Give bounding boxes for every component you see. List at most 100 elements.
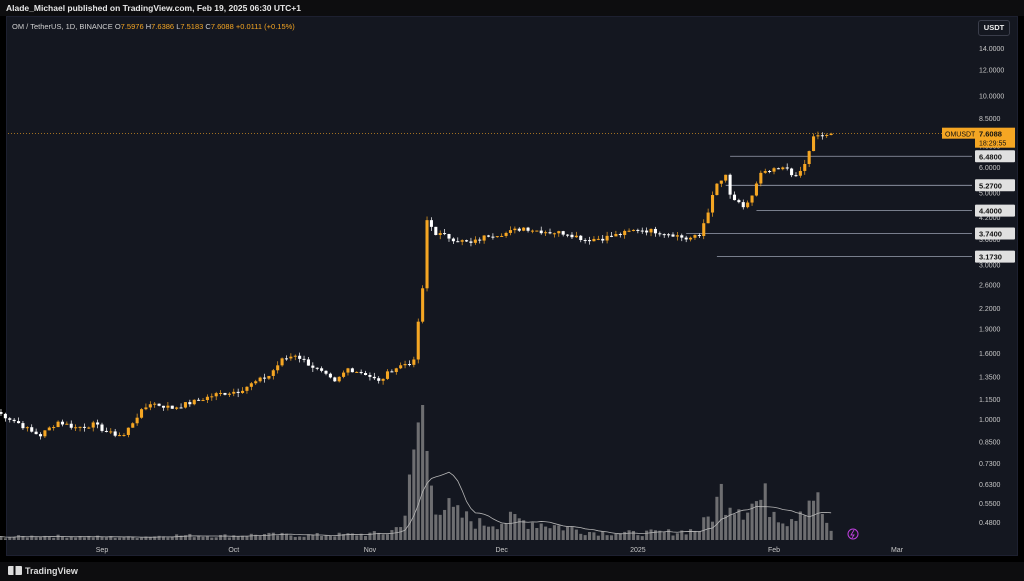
volume-bar bbox=[614, 533, 618, 540]
candle-body bbox=[500, 235, 504, 237]
volume-ma-line bbox=[0, 471, 832, 538]
volume-bar bbox=[482, 525, 486, 540]
candle-body bbox=[504, 232, 508, 236]
candle-body bbox=[25, 427, 29, 429]
candle-body bbox=[645, 230, 649, 233]
candle-body bbox=[609, 235, 614, 237]
volume-bar bbox=[355, 535, 359, 540]
y-tick-label: 3.0000 bbox=[979, 262, 1001, 269]
volume-bar bbox=[675, 533, 679, 540]
candle-body bbox=[306, 359, 310, 366]
volume-bar bbox=[38, 537, 43, 540]
volume-bar bbox=[697, 531, 701, 540]
level-tag-text: 3.1730 bbox=[979, 253, 1002, 262]
x-tick-label: Nov bbox=[364, 547, 377, 554]
volume-bar bbox=[363, 535, 368, 540]
volume-bar bbox=[702, 517, 706, 540]
volume-bar bbox=[803, 515, 807, 540]
volume-bar bbox=[232, 535, 236, 540]
candle-body bbox=[539, 230, 543, 234]
volume-bar bbox=[368, 532, 372, 540]
volume-bar bbox=[179, 535, 183, 540]
volume-bar bbox=[579, 533, 583, 540]
volume-bar bbox=[153, 536, 157, 540]
volume-bar bbox=[451, 506, 455, 540]
lightning-bolt-icon bbox=[850, 529, 855, 539]
volume-bar bbox=[627, 530, 631, 540]
candle-body bbox=[337, 376, 341, 382]
candle-body bbox=[443, 233, 447, 235]
top-bar: Alade_Michael published on TradingView.c… bbox=[0, 0, 1024, 16]
volume-bar bbox=[658, 530, 662, 540]
candle-body bbox=[390, 371, 394, 373]
candle-body bbox=[342, 372, 346, 377]
x-tick-label: Dec bbox=[495, 547, 508, 554]
candle-body bbox=[605, 235, 609, 241]
volume-bar bbox=[728, 507, 732, 540]
y-tick-label: 0.7300 bbox=[979, 461, 1001, 468]
candle-body bbox=[561, 231, 565, 235]
candle-body bbox=[56, 421, 60, 428]
candle-body bbox=[530, 230, 534, 232]
y-tick-label: 0.4800 bbox=[979, 520, 1001, 527]
volume-bar bbox=[829, 530, 833, 540]
candle-body bbox=[667, 234, 671, 236]
volume-bar bbox=[473, 528, 477, 540]
candle-body bbox=[175, 407, 179, 409]
candle-body bbox=[0, 412, 3, 414]
low-label: L bbox=[176, 22, 181, 31]
candle-body bbox=[508, 230, 513, 233]
volume-bar bbox=[144, 536, 148, 540]
candle-body bbox=[636, 229, 640, 231]
close-value: 7.6088 bbox=[210, 22, 234, 31]
candle-body bbox=[403, 364, 407, 366]
candle-body bbox=[188, 402, 192, 405]
tradingview-logo-icon bbox=[8, 566, 22, 575]
volume-bar bbox=[104, 537, 108, 540]
currency-button[interactable]: USDT bbox=[978, 20, 1010, 36]
candle-body bbox=[759, 172, 763, 184]
volume-bar bbox=[87, 535, 91, 540]
candle-body bbox=[473, 239, 477, 243]
volume-bar bbox=[12, 536, 16, 540]
candle-body bbox=[311, 365, 315, 368]
candle-body bbox=[451, 238, 455, 242]
y-tick-label: 1.6000 bbox=[979, 351, 1001, 358]
y-tick-label: 4.2000 bbox=[979, 215, 1001, 222]
volume-bar bbox=[302, 536, 306, 540]
candle-body bbox=[399, 365, 403, 369]
y-tick-label: 1.1500 bbox=[979, 397, 1001, 404]
volume-bar bbox=[785, 526, 789, 540]
chart-area[interactable] bbox=[6, 16, 1018, 556]
candle-body bbox=[197, 399, 201, 401]
volume-bar bbox=[750, 503, 754, 540]
volume-bar bbox=[377, 532, 381, 540]
volume-bar bbox=[504, 523, 508, 540]
level-tag bbox=[975, 204, 1015, 217]
candle-body bbox=[781, 167, 785, 170]
candle-body bbox=[43, 430, 47, 437]
volume-bar bbox=[517, 518, 521, 540]
candle-body bbox=[482, 235, 486, 241]
candle-body bbox=[680, 235, 684, 238]
candle-body bbox=[60, 421, 65, 425]
volume-bar bbox=[148, 537, 152, 540]
candle-body bbox=[205, 396, 209, 401]
volume-bar bbox=[109, 536, 113, 540]
volume-bar bbox=[566, 526, 570, 540]
volume-bar bbox=[161, 536, 166, 540]
candle-body bbox=[737, 200, 741, 203]
candle-body bbox=[135, 417, 139, 424]
volume-bar bbox=[324, 535, 328, 540]
candle-body bbox=[284, 358, 289, 360]
volume-bar bbox=[166, 537, 170, 540]
last-price-text: 7.6088 bbox=[979, 130, 1002, 139]
volume-bar bbox=[284, 533, 289, 540]
candle-body bbox=[618, 234, 622, 236]
volume-bar bbox=[561, 530, 565, 540]
volume-bar bbox=[157, 535, 161, 540]
candle-body bbox=[333, 377, 337, 382]
volume-bar bbox=[254, 534, 258, 540]
volume-bar bbox=[539, 523, 543, 540]
candle-body bbox=[829, 133, 833, 135]
